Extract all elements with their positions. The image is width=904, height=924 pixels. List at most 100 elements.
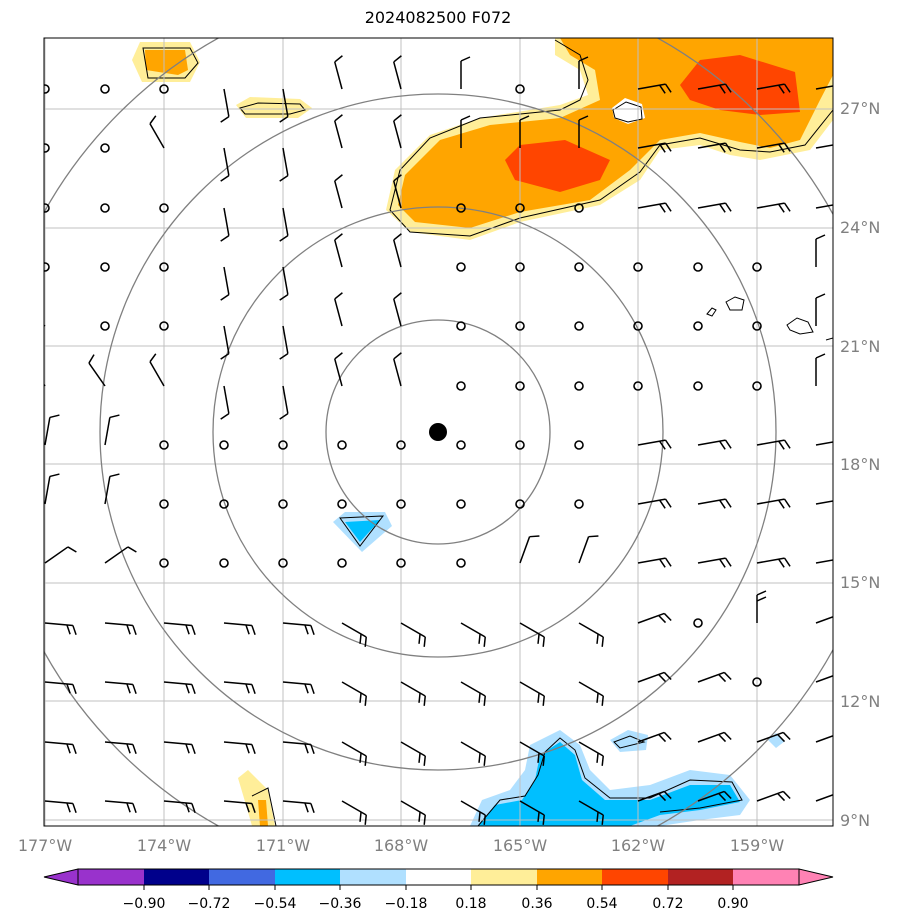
colorbar-swatch [209, 869, 275, 885]
wind-barb [637, 83, 672, 94]
wind-barb [279, 88, 289, 123]
colorbar-tick-label: −0.36 [319, 896, 362, 912]
colorbar-min-arrow [43, 868, 79, 886]
calm-wind-circle [456, 499, 466, 509]
calm-wind-circle [159, 262, 169, 272]
calm-wind-circle [44, 84, 50, 94]
calm-wind-circle [44, 203, 50, 213]
calm-wind-circle [456, 381, 466, 391]
calm-wind-circle [456, 321, 466, 331]
colorbar-tick-label: 0.54 [586, 896, 617, 912]
calm-wind-circle [396, 440, 406, 450]
lat-label: 21°N [840, 337, 880, 356]
colorbar-tick-label: −0.72 [188, 896, 231, 912]
calm-wind-circle [693, 381, 703, 391]
wind-barb [460, 741, 486, 766]
wind-barb [104, 622, 137, 635]
lon-label: 177°W [18, 836, 73, 855]
calm-wind-circle [515, 262, 525, 272]
wind-barb [697, 439, 732, 450]
calm-wind-circle [100, 84, 110, 94]
wind-barb [282, 800, 315, 813]
wind-barb [223, 681, 256, 694]
wind-barb [637, 671, 672, 683]
colorbar-tick-label: 0.90 [717, 896, 748, 912]
wind-barb [815, 142, 833, 149]
colorbar-swatch [471, 869, 537, 885]
calm-wind-circle [456, 262, 466, 272]
calm-wind-circle [633, 321, 643, 331]
calm-wind-circle [574, 321, 584, 331]
colorbar-swatch [275, 869, 340, 885]
colorbar-tick-label: 0.72 [652, 896, 683, 912]
calm-wind-circle [159, 203, 169, 213]
calm-wind-circle [693, 262, 703, 272]
wind-barb [341, 741, 367, 766]
lon-label: 165°W [493, 836, 548, 855]
calm-wind-circle [278, 440, 288, 450]
wind-barb [220, 147, 230, 182]
wind-barb [756, 590, 767, 623]
wind-barb [756, 557, 791, 568]
wind-barb [460, 622, 486, 647]
contour-south-west [251, 787, 277, 826]
colorbar-tick-label: 0.18 [455, 896, 486, 912]
wind-barb [697, 790, 732, 802]
wind-barb [223, 800, 256, 813]
lat-label: 24°N [840, 218, 880, 237]
wind-barb [756, 498, 791, 509]
wind-barb [697, 671, 732, 683]
wind-barb [637, 142, 672, 153]
lat-label: 15°N [840, 573, 880, 592]
calm-wind-circle [752, 677, 762, 687]
range-ring-3 [99, 93, 777, 771]
wind-barb [44, 622, 77, 635]
colorbar-swatch [78, 869, 144, 885]
wind-barb [697, 142, 732, 153]
calm-wind-circle [219, 558, 229, 568]
wind-barb [697, 731, 732, 743]
calm-wind-circle [159, 440, 169, 450]
colorbar-tick-label: −0.18 [385, 896, 428, 912]
lat-axis-labels: 27°N 24°N 21°N 18°N 15°N 12°N 9°N [840, 99, 880, 830]
wind-barb [334, 55, 343, 90]
contour-northeast [389, 39, 833, 237]
contour-lines [142, 39, 833, 826]
wind-barb [519, 115, 530, 148]
lon-label: 168°W [374, 836, 429, 855]
wind-barb [393, 174, 402, 209]
wind-barb [88, 354, 106, 387]
wind-barb [163, 622, 196, 635]
wind-barb [341, 622, 367, 647]
wind-barb [460, 56, 471, 89]
lon-label: 162°W [611, 836, 666, 855]
calm-wind-circle [456, 440, 466, 450]
calm-wind-circle [100, 203, 110, 213]
wind-barb [393, 292, 402, 327]
wind-barb [578, 741, 604, 766]
wind-barb [519, 622, 545, 647]
contour-coast-3 [706, 307, 717, 317]
wind-barb [104, 546, 137, 564]
storm-center-dot [429, 423, 447, 441]
wind-barb [104, 414, 120, 446]
wind-barb [149, 353, 165, 387]
wind-barb [460, 115, 471, 148]
calm-wind-circle [337, 499, 347, 509]
calm-wind-circle [159, 499, 169, 509]
wind-barb [282, 681, 315, 694]
wind-barb [756, 731, 791, 743]
range-ring-2 [212, 206, 664, 658]
wind-barb [334, 352, 343, 387]
colorbar-swatch [406, 869, 471, 885]
wind-barb [578, 800, 604, 825]
colorbar-tick-label: −0.54 [254, 896, 297, 912]
calm-wind-circle [44, 143, 50, 153]
calm-wind-circle [100, 262, 110, 272]
wind-barb [393, 352, 402, 387]
wind-barb [815, 731, 833, 743]
wind-barb [334, 292, 343, 327]
wind-barb [815, 612, 833, 624]
calm-wind-circle [574, 381, 584, 391]
